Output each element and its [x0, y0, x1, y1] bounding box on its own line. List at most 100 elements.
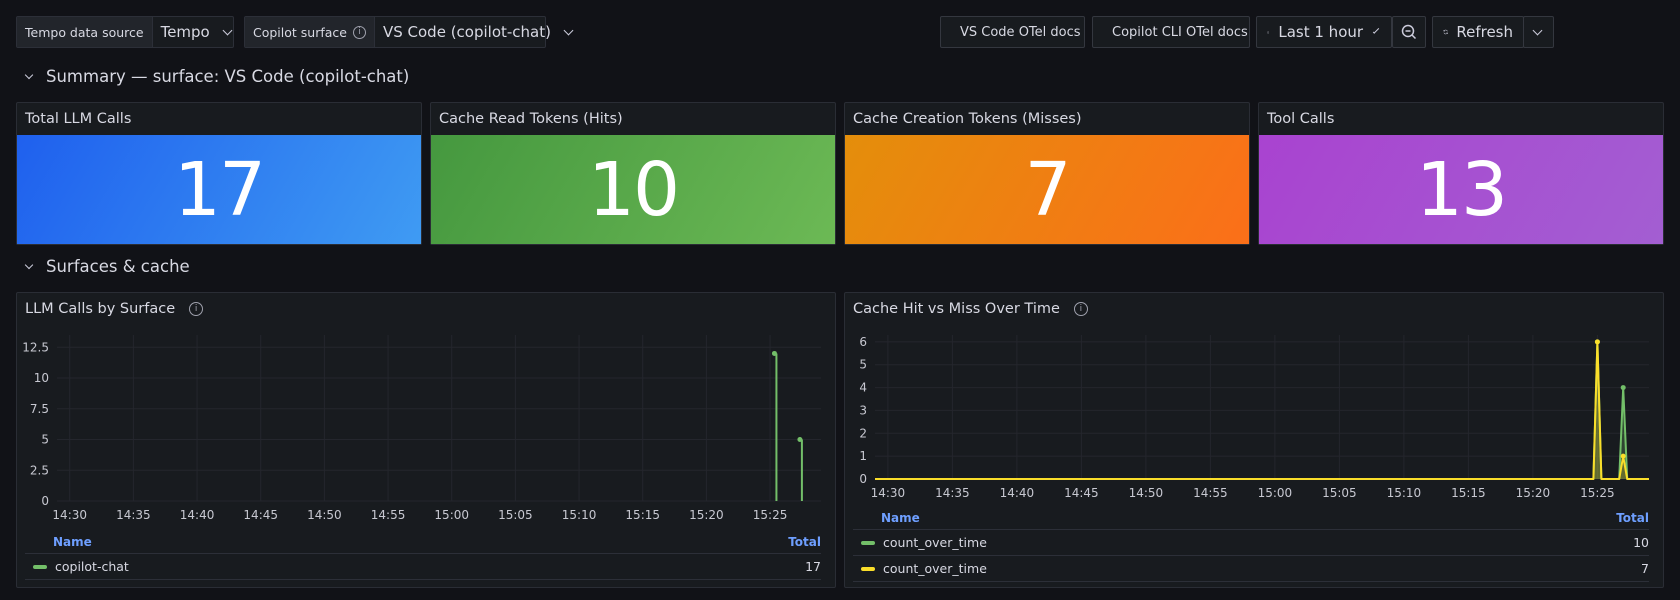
- cache-hit-miss-chart[interactable]: 14:30 14:35 14:40 14:45 14:50 14:55 15:00 15:05…: [845, 329, 1665, 529]
- zoom-out-button[interactable]: [1392, 16, 1426, 48]
- panel-title-text: LLM Calls by Surface: [25, 301, 176, 317]
- chevron-down-icon: [563, 25, 574, 35]
- clock-icon: [1267, 30, 1270, 34]
- cache-hit-miss-panel: Cache Hit vs Miss Over Time i 14:30 14:35…: [844, 292, 1664, 588]
- refresh-icon: [1443, 29, 1448, 35]
- legend-row[interactable]: copilot-chat 17: [25, 554, 821, 580]
- stat-background: 10: [431, 135, 835, 244]
- stat-panel: Total LLM Calls 17: [16, 102, 422, 245]
- legend-total-header: Total: [1616, 511, 1649, 525]
- x-tick-label: 15:20: [1516, 486, 1551, 500]
- row-surfaces[interactable]: Surfaces & cache: [24, 257, 190, 276]
- refresh-interval-picker[interactable]: [1523, 16, 1554, 48]
- series-point: [1594, 339, 1600, 345]
- datasource-select[interactable]: Tempo: [153, 17, 243, 47]
- dashboard-toolbar: Tempo data source Tempo Copilot surface …: [16, 16, 1664, 48]
- legend-header: Name Total: [25, 535, 821, 554]
- chevron-down-icon: [24, 70, 34, 79]
- cli-docs-link[interactable]: Copilot CLI OTel docs: [1092, 16, 1250, 48]
- legend-row[interactable]: count_over_time 10: [853, 530, 1649, 556]
- series-name: count_over_time: [883, 535, 987, 550]
- x-tick-label: 15:25: [753, 508, 788, 522]
- info-icon[interactable]: i: [352, 25, 366, 39]
- y-tick-label: 3: [859, 403, 867, 417]
- llm-calls-chart[interactable]: 14:30 14:35 14:40 14:45 14:50 14:55 15:00 15:05…: [17, 329, 837, 549]
- series-total: 17: [805, 559, 821, 574]
- time-range-label: Last 1 hour: [1278, 23, 1364, 41]
- surface-label: Copilot surface i: [245, 17, 375, 47]
- legend-header: Name Total: [853, 511, 1649, 530]
- legend-row[interactable]: count_over_time 7: [853, 556, 1649, 582]
- surface-select[interactable]: VS Code (copilot-chat): [375, 17, 584, 47]
- stat-title: Cache Read Tokens (Hits): [439, 111, 623, 127]
- series-point: [771, 350, 777, 356]
- x-tick-label: 14:55: [1193, 486, 1228, 500]
- series-name: count_over_time: [883, 561, 987, 576]
- series-total: 7: [1641, 561, 1649, 576]
- chevron-down-icon: [1532, 25, 1543, 35]
- time-range-picker[interactable]: Last 1 hour: [1256, 16, 1392, 48]
- legend-series: count_over_time: [853, 561, 987, 576]
- x-tick-label: 14:30: [52, 508, 87, 522]
- stat-panel: Tool Calls 13: [1258, 102, 1664, 245]
- x-tick-label: 14:40: [180, 508, 215, 522]
- y-tick-label: 5: [41, 433, 49, 447]
- series-swatch: [33, 564, 47, 569]
- vscode-docs-link[interactable]: VS Code OTel docs: [940, 16, 1085, 48]
- datasource-variable: Tempo data source Tempo: [16, 16, 234, 48]
- chart-legend: Name Total copilot-chat 17: [25, 535, 821, 580]
- chart-legend: Name Total count_over_time 10 count_over_t…: [853, 511, 1649, 582]
- panel-title-text: Cache Hit vs Miss Over Time: [853, 301, 1060, 317]
- x-tick-label: 14:30: [871, 486, 906, 500]
- x-tick-label: 14:45: [243, 508, 278, 522]
- x-tick-label: 15:10: [562, 508, 597, 522]
- stat-value: 17: [173, 146, 266, 233]
- chevron-down-icon: [24, 260, 34, 269]
- y-tick-label: 2.5: [30, 463, 49, 477]
- x-tick-label: 14:35: [935, 486, 970, 500]
- y-tick-label: 10: [34, 371, 49, 385]
- series-point: [1620, 453, 1626, 459]
- chevron-down-icon: [1372, 26, 1380, 34]
- panel-title: Cache Hit vs Miss Over Time i: [853, 301, 1088, 317]
- legend-series: copilot-chat: [25, 559, 129, 574]
- y-tick-label: 0: [41, 494, 49, 508]
- panel-title: LLM Calls by Surface i: [25, 301, 204, 317]
- x-tick-label: 15:25: [1580, 486, 1615, 500]
- stat-background: 13: [1259, 135, 1663, 244]
- x-tick-label: 14:40: [1000, 486, 1035, 500]
- x-tick-label: 14:50: [1129, 486, 1164, 500]
- series-swatch: [861, 540, 875, 545]
- surface-value: VS Code (copilot-chat): [382, 23, 551, 41]
- y-tick-label: 12.5: [22, 340, 49, 354]
- series-line: [875, 340, 1649, 480]
- datasource-label: Tempo data source: [17, 17, 153, 47]
- y-tick-label: 5: [859, 358, 867, 372]
- row-summary-title: Summary — surface: VS Code (copilot-chat…: [46, 67, 410, 86]
- series-point: [1620, 385, 1626, 391]
- x-tick-label: 14:55: [371, 508, 406, 522]
- legend-series: count_over_time: [853, 535, 987, 550]
- row-summary[interactable]: Summary — surface: VS Code (copilot-chat…: [24, 67, 409, 86]
- stat-title: Total LLM Calls: [25, 111, 132, 127]
- surface-label-text: Copilot surface: [253, 24, 347, 40]
- chevron-down-icon: [222, 25, 233, 35]
- x-tick-label: 15:20: [689, 508, 724, 522]
- series-swatch: [861, 566, 875, 571]
- x-tick-label: 14:50: [307, 508, 342, 522]
- x-tick-label: 14:45: [1064, 486, 1099, 500]
- legend-total-header: Total: [788, 535, 821, 549]
- refresh-button[interactable]: Refresh: [1432, 16, 1524, 48]
- stat-background: 7: [845, 135, 1249, 244]
- stat-value: 13: [1415, 146, 1508, 233]
- x-tick-label: 15:15: [625, 508, 660, 522]
- stat-title: Cache Creation Tokens (Misses): [853, 111, 1082, 127]
- zoom-out-icon: [1401, 24, 1417, 40]
- series-point: [797, 437, 803, 443]
- info-icon[interactable]: i: [1073, 302, 1088, 316]
- stat-title: Tool Calls: [1267, 111, 1335, 127]
- row-surfaces-title: Surfaces & cache: [46, 257, 190, 276]
- y-tick-label: 2: [859, 426, 867, 440]
- info-icon[interactable]: i: [189, 302, 204, 316]
- x-tick-label: 15:15: [1451, 486, 1486, 500]
